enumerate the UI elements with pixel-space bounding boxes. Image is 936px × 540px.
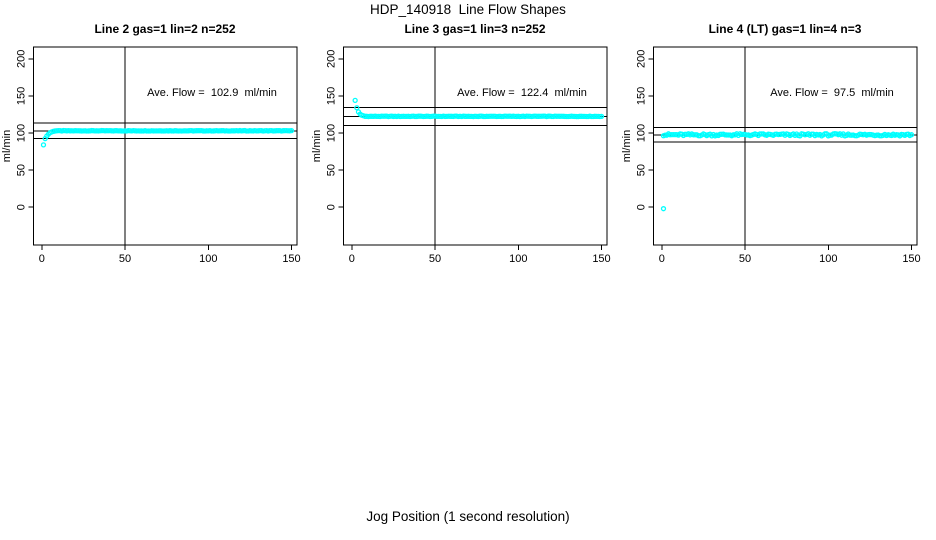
panel-line-2-title: Line 2 gas=1 lin=2 n=252 (94, 22, 236, 36)
panel-line-3-ave-flow-annotation: Ave. Flow = 122.4 ml/min (457, 87, 587, 99)
x-tick-label: 50 (119, 253, 131, 265)
y-tick-label: 200 (636, 50, 648, 68)
panel-line-3: 0 50 100 150 0 50 100 150 200 ml/min Line 3 gas=1… (310, 18, 626, 270)
flow-data-point (660, 206, 667, 212)
flow-data-point (598, 113, 605, 120)
y-tick-label: 50 (636, 164, 648, 176)
panel-line-2-ave-flow-annotation: Ave. Flow = 102.9 ml/min (147, 87, 277, 99)
x-tick-label: 0 (659, 253, 665, 265)
plot-box (653, 46, 918, 246)
y-tick-label: 0 (16, 204, 28, 210)
x-tick-label: 0 (349, 253, 355, 265)
x-tick-label: 100 (509, 253, 527, 265)
x-tick-label: 50 (429, 253, 441, 265)
x-tick-label: 150 (592, 253, 610, 265)
panel-line-4-title: Line 4 (LT) gas=1 lin=4 n=3 (708, 22, 862, 36)
y-tick-label: 100 (326, 124, 338, 142)
panel-line-2-plot: 0 50 100 150 0 50 100 150 200 ml/min (1, 46, 301, 265)
x-tick-label: 150 (902, 253, 920, 265)
y-tick-label: 0 (326, 204, 338, 210)
panel-line-4-ave-flow-annotation: Ave. Flow = 97.5 ml/min (770, 87, 894, 99)
y-tick-label: 100 (16, 124, 28, 142)
flow-data-point (288, 127, 295, 134)
y-tick-label: 150 (636, 87, 648, 105)
y-tick-label: 200 (16, 50, 28, 68)
panel-line-4: 0 50 100 150 0 50 100 150 200 ml/min Line 4 (LT) … (620, 18, 936, 270)
x-axis-label: Jog Position (1 second resolution) (366, 509, 570, 524)
y-tick-label: 0 (636, 204, 648, 210)
x-tick-label: 100 (819, 253, 837, 265)
plot-box (343, 46, 608, 246)
x-tick-label: 100 (199, 253, 217, 265)
x-tick-label: 50 (739, 253, 751, 265)
y-tick-label: 150 (16, 87, 28, 105)
panel-line-3-plot: 0 50 100 150 0 50 100 150 200 ml/min (311, 46, 611, 265)
y-tick-label: 150 (326, 87, 338, 105)
y-tick-label: 50 (16, 164, 28, 176)
y-axis-label: ml/min (621, 130, 633, 162)
panel-line-3-title: Line 3 gas=1 lin=3 n=252 (404, 22, 546, 36)
flow-data-point (354, 105, 360, 111)
flow-data-point (352, 97, 358, 104)
panel-line-2: 0 50 100 150 0 50 100 150 200 ml/min Line 2 gas=1… (0, 18, 316, 270)
flow-data-point (908, 132, 915, 138)
y-tick-label: 100 (636, 124, 648, 142)
flow-data-point (40, 142, 47, 148)
y-axis-label: ml/min (1, 130, 13, 162)
x-tick-label: 150 (282, 253, 300, 265)
x-tick-label: 0 (39, 253, 45, 265)
page-title: HDP_140918 Line Flow Shapes (370, 2, 566, 17)
y-tick-label: 50 (326, 164, 338, 176)
y-axis-label: ml/min (311, 130, 323, 162)
y-tick-label: 200 (326, 50, 338, 68)
plot-box (33, 46, 298, 246)
panel-line-4-plot: 0 50 100 150 0 50 100 150 200 ml/min (621, 46, 921, 265)
